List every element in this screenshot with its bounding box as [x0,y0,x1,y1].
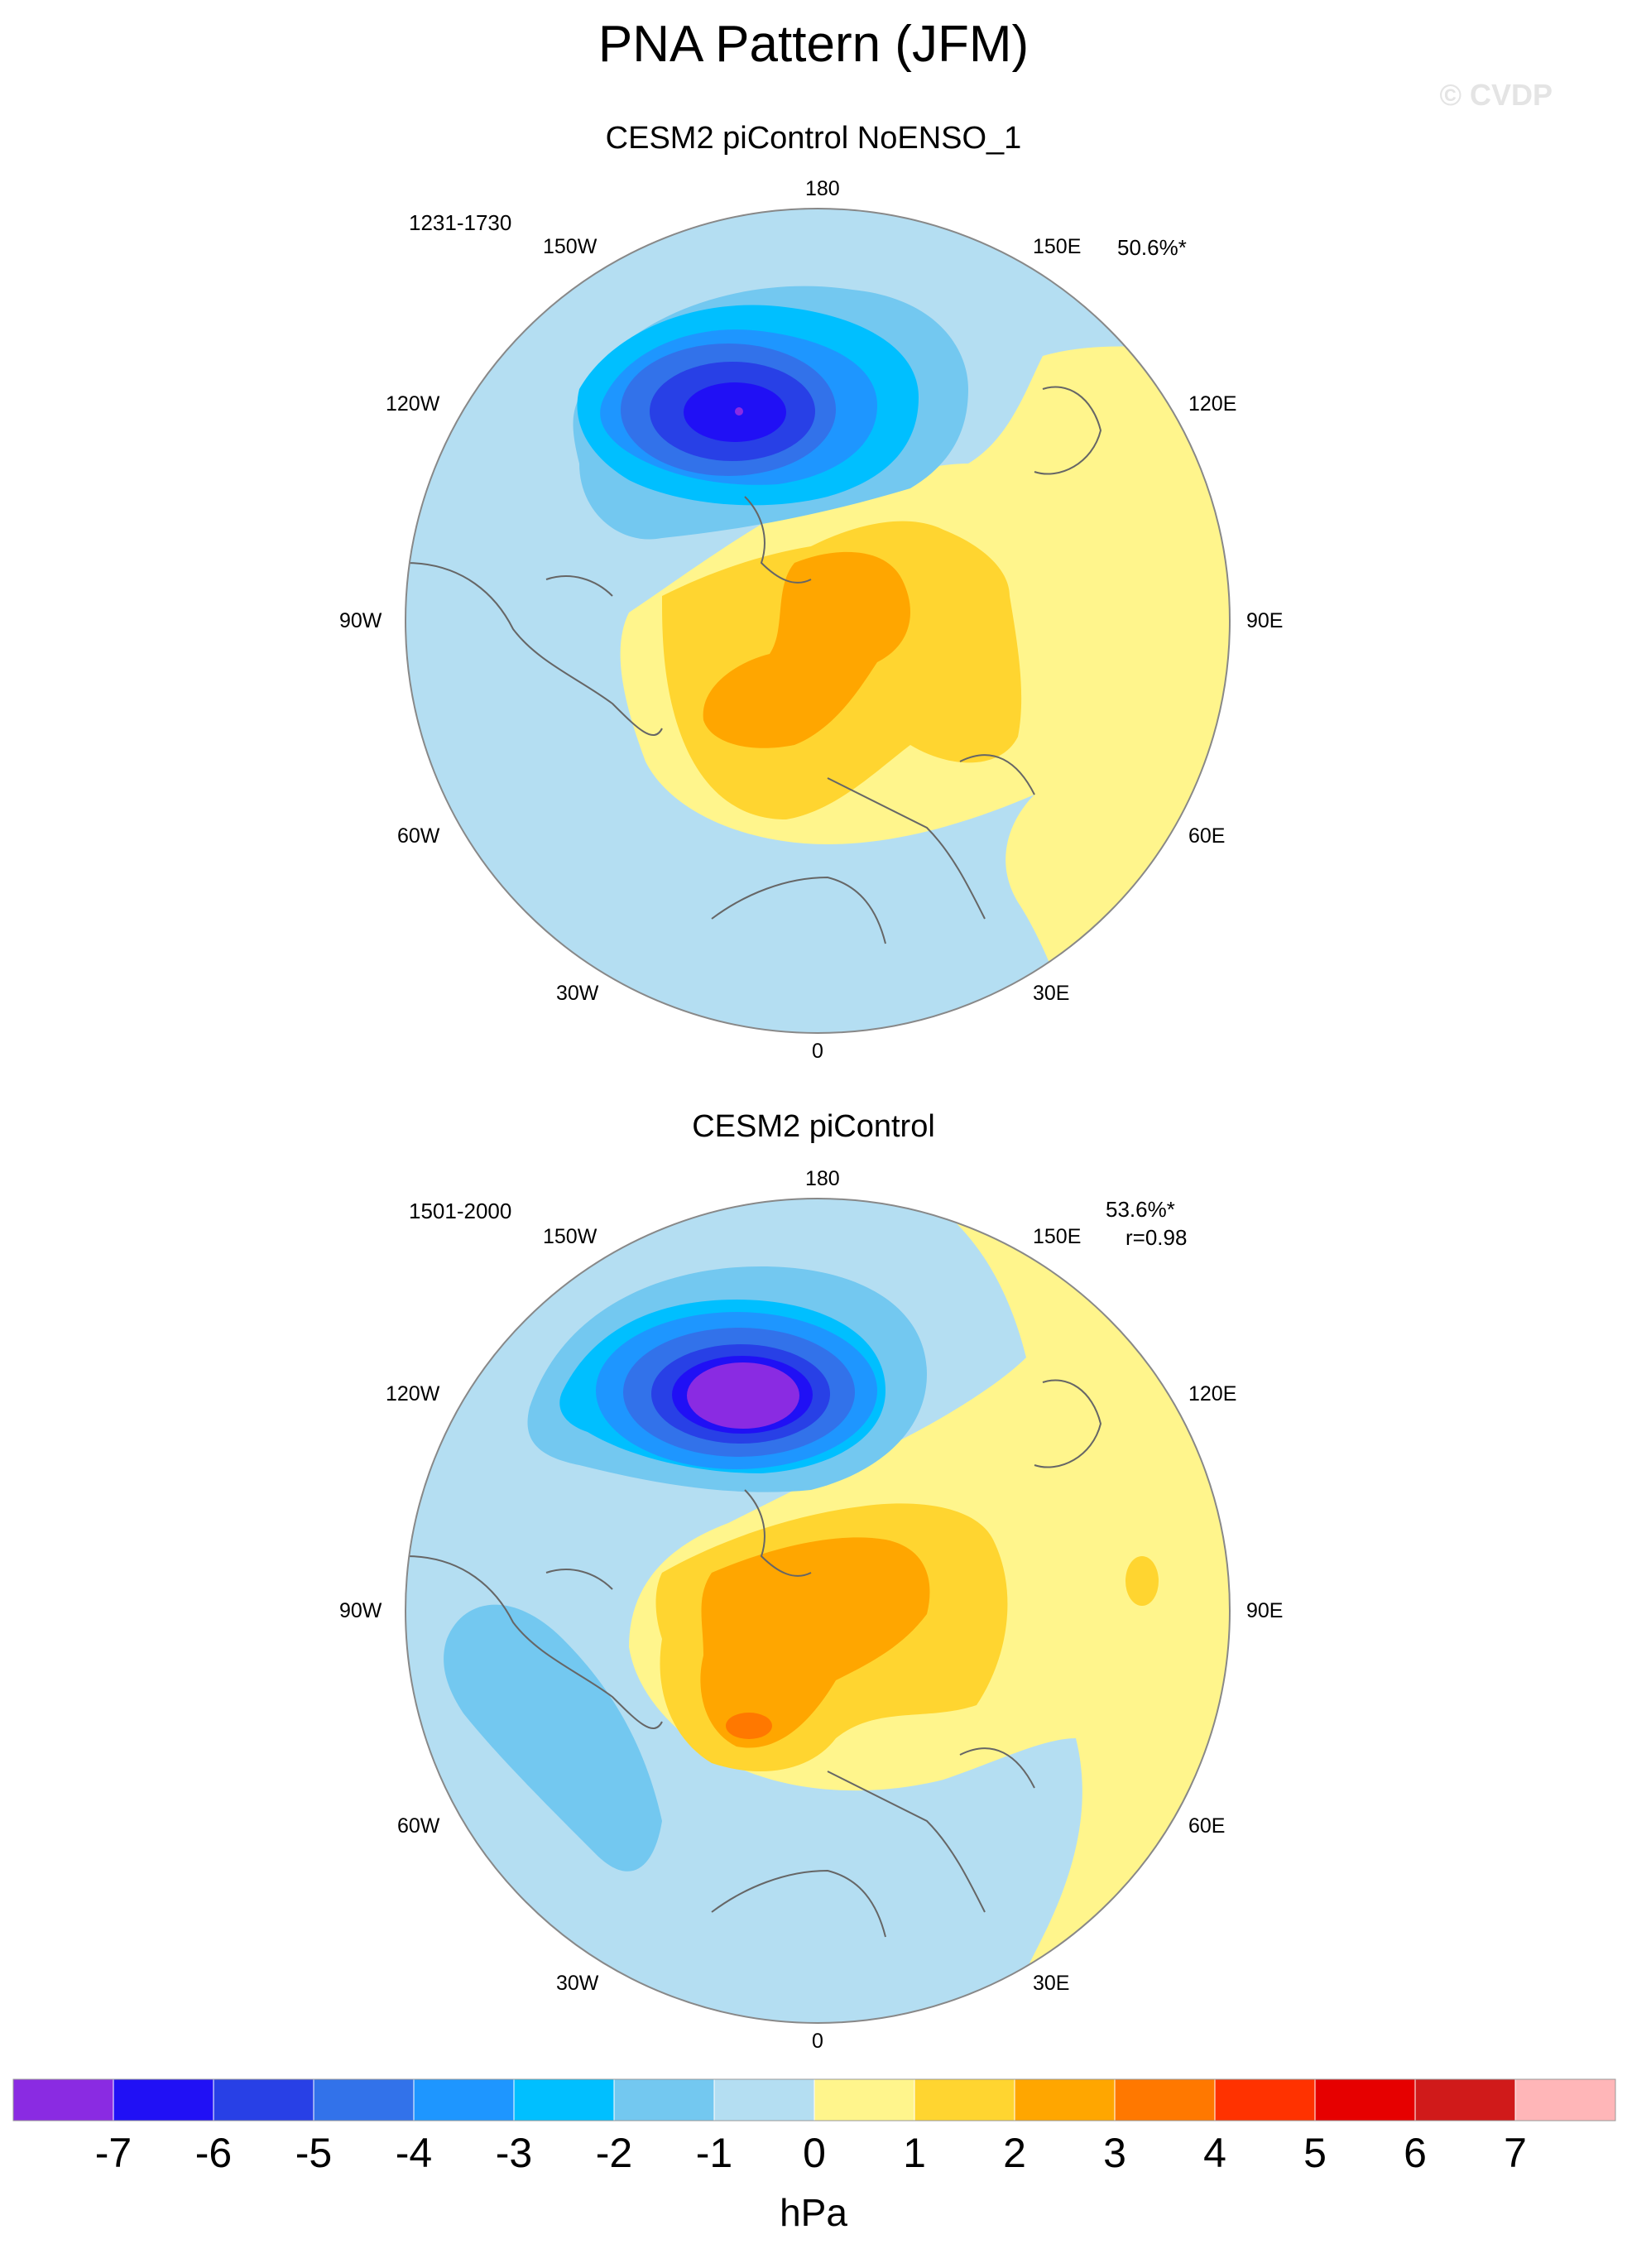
map-1-coastline [406,386,1102,944]
map-1-lon-90w: 90W [339,609,382,632]
colorbar-swatch [1014,2078,1116,2121]
map-2-east-blip [1125,1556,1159,1606]
colorbar-units: hPa [780,2191,847,2234]
colorbar-swatch [1414,2078,1516,2121]
map-1-min-dot [735,407,743,416]
colorbar-swatch [413,2078,515,2121]
colorbar-tick-label: 4 [1203,2130,1226,2176]
map-2-lon-0: 0 [812,2030,823,2053]
colorbar-tick-label: 7 [1504,2130,1527,2176]
map-1-lon-120e: 120E [1188,392,1237,416]
map-2-lon-30e: 30E [1033,1972,1070,1995]
map-2-lon-120w: 120W [386,1382,440,1405]
colorbar-swatch [914,2078,1015,2121]
colorbar-swatch [1114,2078,1216,2121]
map-2-lon-30w: 30W [556,1972,599,1995]
map-1-negative-lobe-7 [684,382,786,442]
watermark: © CVDP [1439,78,1553,112]
colorbar-tick-label: -4 [395,2130,433,2176]
colorbar-tick-label: 6 [1404,2130,1427,2176]
map-1-lon-180: 180 [805,177,840,200]
map-1-lon-90e: 90E [1246,609,1284,632]
panel-1-variance: 50.6%* [1117,235,1187,260]
colorbar-tick-label: 0 [803,2130,826,2176]
panel-1-years: 1231-1730 [409,210,512,235]
colorbar-swatch [113,2078,214,2121]
colorbar-tick-label: 1 [903,2130,926,2176]
colorbar-tick-label: -1 [695,2130,733,2176]
map-1-contour-3 [703,551,910,748]
map-2-lon-90w: 90W [339,1599,382,1622]
colorbar-tick-label: -2 [595,2130,633,2176]
map-2-lon-150w: 150W [543,1225,598,1248]
panel-2-title: CESM2 piControl [692,1109,935,1144]
colorbar [12,2078,1616,2121]
polar-map-1 [406,209,1230,1033]
map-2-contour-3 [700,1537,930,1748]
map-2-lon-180: 180 [805,1167,840,1190]
map-2-contour-4 [726,1713,772,1739]
map-2-lon-90e: 90E [1246,1599,1284,1622]
map-2-boundary [405,1198,1231,2024]
map-2-negative-lobe-min [687,1362,799,1429]
colorbar-swatch [814,2078,915,2121]
panel-2-variance: 53.6%* [1106,1197,1175,1222]
map-1-lon-0: 0 [812,1040,823,1063]
colorbar-tick-label: -5 [295,2130,333,2176]
colorbar-swatch [313,2078,415,2121]
colorbar-swatch [12,2078,114,2121]
colorbar-swatch [213,2078,314,2121]
map-1-lon-30w: 30W [556,982,599,1005]
map-2-lon-60w: 60W [397,1814,440,1838]
colorbar-swatch [713,2078,815,2121]
colorbar-swatch [1214,2078,1316,2121]
figure-title: PNA Pattern (JFM) [598,16,1029,73]
panel-2-years: 1501-2000 [409,1199,512,1223]
colorbar-swatch [613,2078,715,2121]
panel-2-correlation: r=0.98 [1125,1225,1188,1250]
map-2-negative-tongue [444,1604,662,1872]
colorbar-swatch [513,2078,615,2121]
map-1-lon-30e: 30E [1033,982,1070,1005]
colorbar-swatch [1514,2078,1616,2121]
panel-1-title: CESM2 piControl NoENSO_1 [605,121,1022,156]
map-1-lon-60e: 60E [1188,824,1226,848]
map-1-lon-120w: 120W [386,392,440,416]
colorbar-tick-label: -3 [495,2130,533,2176]
map-1-boundary [405,208,1231,1034]
colorbar-frame [12,2078,1616,2121]
colorbar-tick-label: 5 [1303,2130,1327,2176]
colorbar-tick-label: -7 [94,2130,132,2176]
map-2-coastline [406,1379,1102,1938]
map-1-lon-150e: 150E [1033,235,1082,258]
map-1-lon-150w: 150W [543,235,598,258]
map-2-lon-150e: 150E [1033,1225,1082,1248]
map-1-lon-60w: 60W [397,824,440,848]
colorbar-swatch [1314,2078,1416,2121]
map-2-lon-60e: 60E [1188,1814,1226,1838]
colorbar-tick-label: -6 [194,2130,233,2176]
colorbar-tick-label: 3 [1103,2130,1126,2176]
map-2-lon-120e: 120E [1188,1382,1237,1405]
polar-map-2 [406,1199,1230,2023]
colorbar-tick-label: 2 [1003,2130,1026,2176]
